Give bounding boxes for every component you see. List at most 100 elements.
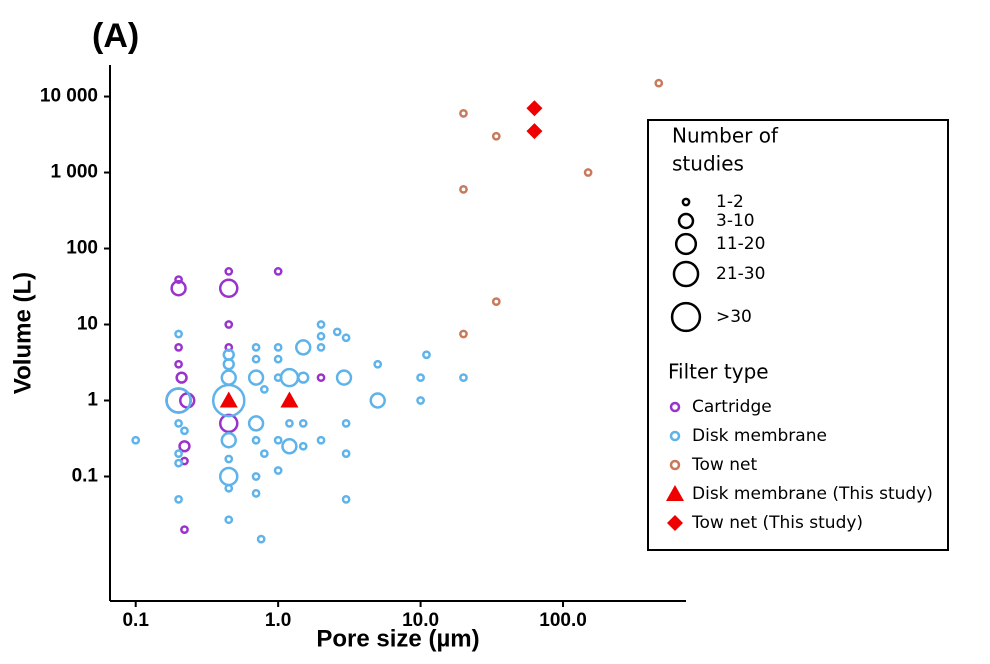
point xyxy=(373,359,383,369)
point xyxy=(316,435,326,445)
point xyxy=(174,449,183,458)
point xyxy=(224,483,234,493)
size-legend-label: 3-10 xyxy=(716,211,755,231)
y-tick-label: 10 xyxy=(77,314,98,335)
point xyxy=(459,373,468,382)
point xyxy=(416,373,425,382)
point xyxy=(131,435,141,445)
y-tick-label: 0.1 xyxy=(72,466,99,487)
point xyxy=(422,350,431,360)
legend-label: Tow net xyxy=(691,455,757,475)
point xyxy=(341,449,351,458)
point xyxy=(273,343,283,352)
point xyxy=(165,387,192,414)
point xyxy=(259,449,269,458)
legend-marker xyxy=(669,401,681,413)
point xyxy=(251,354,261,364)
legend-marker xyxy=(666,485,684,501)
point xyxy=(298,441,308,451)
point xyxy=(174,275,183,284)
point xyxy=(251,472,261,481)
point xyxy=(285,419,294,428)
legend-label: Cartridge xyxy=(692,397,772,417)
point xyxy=(224,454,234,464)
size-legend-marker xyxy=(672,260,700,288)
x-tick-label: 1.0 xyxy=(265,610,291,631)
point xyxy=(273,267,283,276)
point xyxy=(297,371,310,384)
point xyxy=(174,359,183,369)
point xyxy=(491,297,501,307)
y-tick-label: 100 xyxy=(66,238,98,259)
point xyxy=(174,329,183,339)
point xyxy=(654,78,664,88)
point xyxy=(491,131,501,141)
point xyxy=(251,343,261,352)
point xyxy=(316,343,326,352)
size-legend-label: 21-30 xyxy=(716,264,765,284)
size-legend-title: studies xyxy=(672,152,744,176)
point xyxy=(259,385,269,394)
point xyxy=(273,354,283,364)
size-legend-label: 1-2 xyxy=(716,192,744,212)
point xyxy=(178,440,191,453)
point xyxy=(222,358,235,371)
legend-label: Disk membrane xyxy=(692,426,827,446)
point xyxy=(341,333,351,343)
point xyxy=(247,369,265,386)
y-axis-title: Volume (L) xyxy=(9,272,36,394)
chart-title: (A) xyxy=(92,17,139,55)
legend-label: Disk membrane (This study) xyxy=(692,484,933,504)
point xyxy=(224,267,234,276)
point xyxy=(220,369,237,386)
point xyxy=(526,100,543,117)
point xyxy=(174,495,183,504)
size-legend-label: >30 xyxy=(716,307,752,327)
point xyxy=(256,534,266,544)
point xyxy=(298,419,308,428)
point xyxy=(295,339,312,356)
point xyxy=(416,396,425,405)
size-legend-marker xyxy=(677,212,695,230)
point xyxy=(280,391,299,408)
point xyxy=(174,419,183,428)
point xyxy=(335,369,353,386)
size-legend-title: Number of xyxy=(672,124,779,148)
point xyxy=(220,432,237,449)
size-legend-label: 11-20 xyxy=(716,234,765,254)
point xyxy=(175,371,188,384)
point xyxy=(316,331,326,341)
size-legend-marker xyxy=(670,301,702,333)
point xyxy=(273,435,283,445)
legend-label: Tow net (This study) xyxy=(691,513,863,533)
point xyxy=(332,327,342,337)
point xyxy=(341,495,351,504)
point xyxy=(170,280,187,297)
legend-box xyxy=(647,119,949,551)
y-tick-label: 1 000 xyxy=(50,162,98,183)
point xyxy=(174,343,183,352)
point xyxy=(218,466,239,487)
point xyxy=(316,373,326,382)
point xyxy=(251,488,261,498)
point xyxy=(459,185,468,194)
point xyxy=(179,392,196,409)
point xyxy=(279,367,300,388)
point xyxy=(369,392,386,409)
point xyxy=(251,435,261,445)
point xyxy=(459,109,468,118)
legend-title: Filter type xyxy=(668,360,769,384)
size-legend-marker xyxy=(681,197,691,207)
y-tick-label: 1 xyxy=(87,390,98,411)
point xyxy=(224,515,234,525)
legend-marker xyxy=(667,515,683,531)
point xyxy=(219,391,238,408)
point xyxy=(316,320,326,329)
point xyxy=(583,168,593,177)
x-tick-label: 10.0 xyxy=(402,610,439,631)
x-tick-label: 0.1 xyxy=(122,610,149,631)
point xyxy=(224,320,234,329)
point xyxy=(247,415,265,432)
point xyxy=(218,278,239,299)
